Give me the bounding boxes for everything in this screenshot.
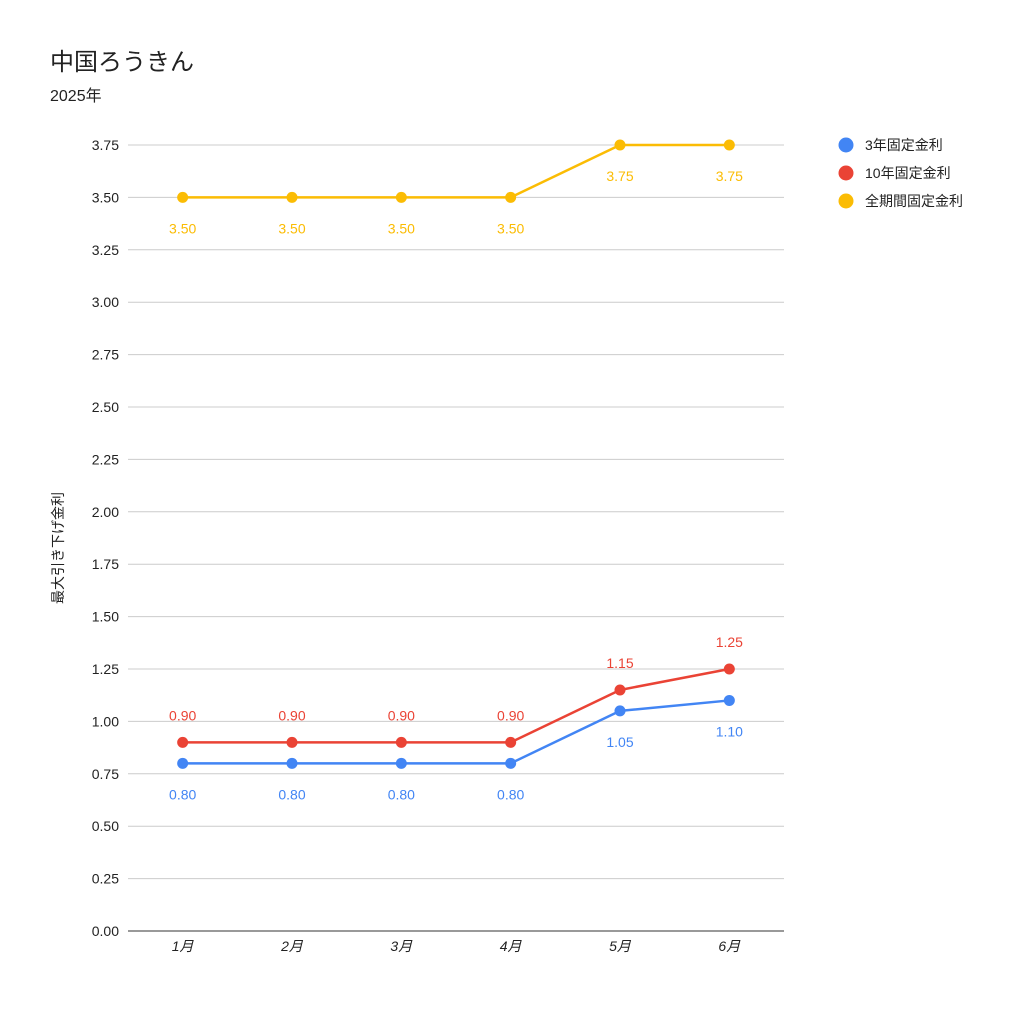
y-tick-label: 3.75 [92,137,119,153]
legend-label: 3年固定金利 [865,137,943,153]
series-layer: 0.80 0.80 0.80 0.801.051.100.90 0.90 0.90 0.90… [169,139,743,802]
data-point [505,736,517,748]
y-tick-label: 3.50 [92,189,119,205]
data-point [505,757,517,769]
series-1: 0.80 0.80 0.80 0.80 1.05 1.10 [169,694,743,802]
y-tick-label: 0.00 [92,923,119,939]
data-label: 0.90 [278,707,305,723]
series-2: 0.90 0.90 0.90 0.90 1.15 1.25 [169,634,743,748]
series-line [181,667,731,744]
legend-marker [838,137,854,153]
y-axis-label: 最大引き下げ金利 [50,492,66,604]
chart-subtitle: 2025年 [50,87,102,105]
legend-marker [838,193,854,209]
data-point [723,663,735,675]
data-point [177,191,189,203]
y-tick-label: 3.25 [92,242,119,258]
data-point [286,191,298,203]
data-label: 1.25 [716,634,743,650]
data-label: 3.50 [497,220,524,236]
y-tick-label: 2.25 [92,451,119,467]
data-point [723,694,735,706]
series-line [181,699,731,765]
data-label: 0.80 [388,786,415,802]
legend-item: 10年固定金利 [838,165,951,181]
data-point [614,139,626,151]
series-line [181,143,731,199]
y-axis-ticks: 0.00 0.25 0.50 0.75 1.00 1.25 1.50 1.75 2.00 2.25… [92,137,119,939]
data-label: 3.50 [278,220,305,236]
legend-label: 10年固定金利 [865,165,951,181]
grid-lines [128,144,784,880]
legend-item: 全期間固定金利 [838,193,963,209]
y-tick-label: 0.25 [92,871,119,887]
data-label: 3.75 [716,168,743,184]
data-point [614,705,626,717]
data-label: 3.50 [388,220,415,236]
data-point [177,736,189,748]
legend-marker [838,165,854,181]
series-3: 3.50 3.50 3.50 3.50 3.75 3.75 [169,139,743,236]
data-label: 1.05 [606,734,633,750]
x-tick-label: 6月 [718,938,741,954]
y-tick-label: 2.00 [92,504,119,520]
data-label: 0.90 [388,707,415,723]
data-point [395,736,407,748]
y-tick-label: 0.50 [92,818,119,834]
y-tick-label: 3.00 [92,294,119,310]
data-point [505,191,517,203]
y-tick-label: 2.50 [92,399,119,415]
x-tick-label: 4月 [500,938,523,954]
data-point [286,757,298,769]
x-tick-label: 3月 [390,938,413,954]
x-tick-label: 5月 [609,938,632,954]
data-label: 1.10 [716,723,743,739]
y-tick-label: 0.75 [92,766,119,782]
x-tick-label: 2月 [280,938,304,954]
y-tick-label: 1.75 [92,556,119,572]
data-label: 3.75 [606,168,633,184]
y-tick-label: 1.25 [92,661,119,677]
x-tick-label: 1月 [172,938,195,954]
data-point [614,684,626,696]
legend-label: 全期間固定金利 [865,193,963,209]
y-tick-label: 1.50 [92,609,119,625]
data-point [723,139,735,151]
data-label: 0.90 [497,707,524,723]
data-point [395,757,407,769]
y-tick-label: 1.00 [92,713,119,729]
data-label: 1.15 [606,655,633,671]
legend-item: 3年固定金利 [838,137,943,153]
chart-title: 中国ろうきん [50,49,194,76]
data-label: 0.80 [278,786,305,802]
data-point [177,757,189,769]
data-point [286,736,298,748]
x-axis-ticks: 1月 2月 3月 4月 5月 6月 [172,938,741,954]
data-label: 3.50 [169,220,196,236]
data-label: 0.80 [169,786,196,802]
data-label: 0.80 [497,786,524,802]
data-point [395,191,407,203]
y-tick-label: 2.75 [92,347,119,363]
data-label: 0.90 [169,707,196,723]
